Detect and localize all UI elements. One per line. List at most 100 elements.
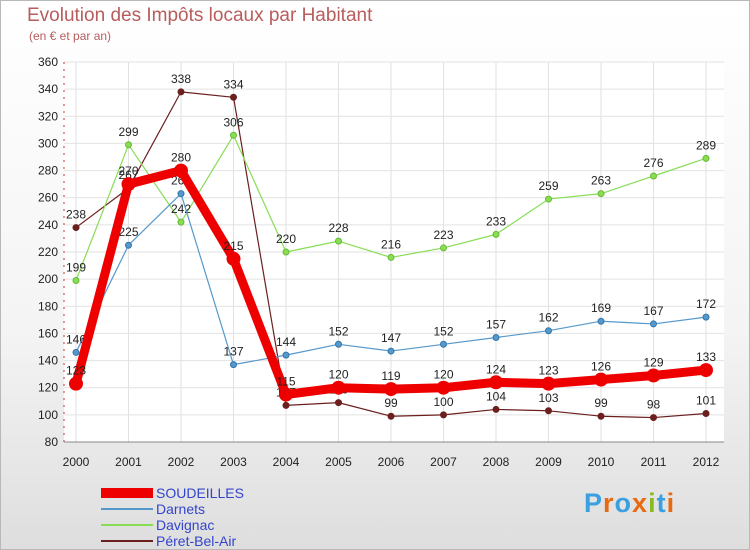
data-point-p-ret-bel-air bbox=[650, 414, 657, 422]
x-tick-label: 2000 bbox=[63, 455, 90, 469]
data-point-davignac bbox=[492, 230, 500, 238]
y-tick-label: 340 bbox=[38, 82, 58, 96]
x-tick-label: 2006 bbox=[378, 455, 405, 469]
data-label-darnets: 162 bbox=[538, 311, 558, 325]
data-label-soudeilles: 123 bbox=[66, 364, 86, 378]
data-point-darnets bbox=[702, 313, 710, 321]
y-tick-label: 160 bbox=[38, 326, 58, 340]
y-tick-label: 140 bbox=[38, 354, 58, 368]
x-tick-label: 2005 bbox=[325, 455, 352, 469]
chart-subtitle: (en € et par an) bbox=[29, 29, 112, 43]
data-point-p-ret-bel-air bbox=[335, 399, 342, 407]
data-label-soudeilles: 129 bbox=[643, 356, 663, 370]
x-tick-label: 2007 bbox=[430, 455, 457, 469]
x-tick-label: 2004 bbox=[273, 455, 300, 469]
data-label-darnets: 137 bbox=[223, 345, 243, 359]
legend-item-davignac: Davignac bbox=[101, 517, 321, 533]
logo-letter: t bbox=[656, 488, 667, 518]
data-label-p-ret-bel-air: 99 bbox=[594, 396, 608, 410]
data-label-p-ret-bel-air: 101 bbox=[696, 394, 716, 408]
data-point-davignac bbox=[440, 244, 447, 252]
data-label-p-ret-bel-air: 100 bbox=[433, 395, 453, 409]
x-tick-label: 2010 bbox=[588, 455, 615, 469]
legend-item-darnets: Darnets bbox=[101, 501, 321, 517]
data-point-darnets bbox=[335, 340, 342, 348]
legend-item-p-ret-bel-air: Péret-Bel-Air bbox=[101, 533, 321, 549]
data-point-davignac bbox=[545, 195, 552, 203]
data-label-davignac: 220 bbox=[276, 232, 296, 246]
data-label-davignac: 263 bbox=[591, 174, 611, 188]
data-point-soudeilles bbox=[226, 251, 241, 266]
legend-swatch bbox=[101, 508, 153, 510]
x-tick-label: 2009 bbox=[535, 455, 562, 469]
data-point-davignac bbox=[230, 131, 237, 139]
data-point-darnets bbox=[230, 361, 237, 369]
data-label-soudeilles: 133 bbox=[696, 350, 716, 364]
data-label-darnets: 225 bbox=[118, 225, 138, 239]
data-point-soudeilles bbox=[279, 387, 293, 402]
data-point-soudeilles bbox=[594, 372, 608, 387]
legend-label: Davignac bbox=[156, 517, 215, 533]
chart-legend: SOUDEILLES Darnets Davignac Péret-Bel-Air bbox=[101, 485, 321, 549]
data-label-darnets: 167 bbox=[643, 304, 663, 318]
data-label-darnets: 152 bbox=[433, 324, 453, 338]
data-label-p-ret-bel-air: 104 bbox=[486, 389, 506, 403]
data-point-p-ret-bel-air bbox=[440, 411, 447, 419]
data-point-darnets bbox=[177, 190, 185, 198]
data-label-soudeilles: 119 bbox=[381, 369, 400, 383]
data-label-darnets: 144 bbox=[276, 335, 296, 349]
data-label-p-ret-bel-air: 103 bbox=[538, 391, 558, 405]
data-point-davignac bbox=[335, 237, 342, 245]
data-point-soudeilles bbox=[121, 177, 136, 192]
data-label-davignac: 223 bbox=[433, 228, 453, 242]
y-tick-label: 120 bbox=[38, 381, 58, 395]
data-point-p-ret-bel-air bbox=[702, 410, 710, 417]
data-label-davignac: 289 bbox=[696, 138, 716, 152]
data-label-davignac: 299 bbox=[118, 125, 138, 139]
data-point-p-ret-bel-air bbox=[177, 88, 185, 96]
data-label-p-ret-bel-air: 99 bbox=[384, 396, 398, 410]
data-label-davignac: 233 bbox=[486, 214, 506, 228]
data-point-darnets bbox=[492, 334, 500, 341]
data-point-soudeilles bbox=[436, 380, 451, 395]
data-label-darnets: 169 bbox=[591, 301, 611, 315]
data-point-p-ret-bel-air bbox=[72, 224, 80, 232]
logo-letter: x bbox=[632, 488, 649, 518]
data-point-soudeilles bbox=[331, 380, 346, 395]
data-point-davignac bbox=[72, 277, 80, 284]
data-point-soudeilles bbox=[69, 376, 83, 391]
data-point-soudeilles bbox=[646, 368, 661, 383]
logo-letter: o bbox=[614, 488, 633, 518]
data-label-darnets: 157 bbox=[486, 318, 506, 332]
legend-swatch bbox=[101, 524, 153, 526]
data-point-p-ret-bel-air bbox=[597, 412, 605, 420]
data-label-soudeilles: 215 bbox=[223, 239, 243, 253]
data-label-p-ret-bel-air: 334 bbox=[223, 77, 243, 91]
x-tick-label: 2003 bbox=[220, 455, 247, 469]
y-tick-label: 240 bbox=[38, 218, 58, 232]
legend-label: SOUDEILLES bbox=[156, 485, 244, 501]
data-point-davignac bbox=[597, 190, 605, 198]
chart-title: Evolution des Impôts locaux par Habitant bbox=[27, 5, 373, 26]
x-tick-label: 2011 bbox=[641, 455, 667, 469]
data-point-darnets bbox=[545, 327, 552, 335]
data-point-p-ret-bel-air bbox=[492, 405, 500, 413]
legend-label: Darnets bbox=[156, 501, 206, 517]
data-label-p-ret-bel-air: 238 bbox=[66, 208, 86, 222]
x-tick-label: 2001 bbox=[115, 455, 142, 469]
data-point-davignac bbox=[387, 253, 395, 261]
legend-swatch bbox=[101, 540, 153, 542]
data-point-davignac bbox=[125, 141, 132, 149]
data-point-p-ret-bel-air bbox=[282, 401, 290, 409]
y-tick-label: 200 bbox=[38, 272, 58, 286]
data-label-darnets: 147 bbox=[381, 331, 401, 345]
data-label-davignac: 306 bbox=[223, 115, 243, 129]
data-label-davignac: 259 bbox=[538, 179, 558, 193]
logo-letter: i bbox=[666, 488, 676, 518]
data-label-davignac: 199 bbox=[66, 261, 86, 275]
data-point-darnets bbox=[125, 241, 132, 249]
data-point-davignac bbox=[282, 248, 290, 256]
data-label-p-ret-bel-air: 338 bbox=[171, 72, 191, 86]
y-tick-label: 100 bbox=[38, 408, 58, 422]
